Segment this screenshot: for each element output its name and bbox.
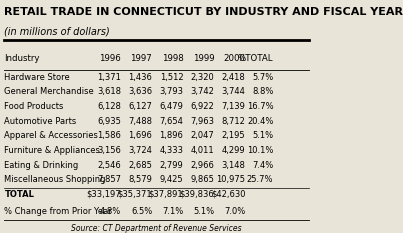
Text: Eating & Drinking: Eating & Drinking <box>4 161 79 170</box>
Text: Source: CT Department of Revenue Services: Source: CT Department of Revenue Service… <box>71 224 242 233</box>
Text: 8,579: 8,579 <box>129 175 152 184</box>
Text: 1,371: 1,371 <box>98 73 121 82</box>
Text: 7.4%: 7.4% <box>252 161 273 170</box>
Text: 2,966: 2,966 <box>191 161 214 170</box>
Text: 3,636: 3,636 <box>128 87 152 96</box>
Text: 7.0%: 7.0% <box>224 207 245 216</box>
Text: Hardware Store: Hardware Store <box>4 73 70 82</box>
Text: 6.5%: 6.5% <box>131 207 152 216</box>
Text: 3,793: 3,793 <box>159 87 183 96</box>
Text: 7,963: 7,963 <box>190 117 214 126</box>
Text: 25.7%: 25.7% <box>247 175 273 184</box>
Text: 8.8%: 8.8% <box>252 87 273 96</box>
Text: General Merchandise: General Merchandise <box>4 87 94 96</box>
Text: 7,488: 7,488 <box>128 117 152 126</box>
Text: Apparel & Accessories: Apparel & Accessories <box>4 131 98 140</box>
Text: 16.7%: 16.7% <box>247 102 273 111</box>
Text: $39,836: $39,836 <box>180 190 214 199</box>
Text: 3,148: 3,148 <box>222 161 245 170</box>
Text: TOTAL: TOTAL <box>4 190 34 199</box>
Text: 9,425: 9,425 <box>160 175 183 184</box>
Text: $35,371: $35,371 <box>118 190 152 199</box>
Text: 9,865: 9,865 <box>191 175 214 184</box>
Text: 6,479: 6,479 <box>160 102 183 111</box>
Text: 20.4%: 20.4% <box>247 117 273 126</box>
Text: 1,896: 1,896 <box>160 131 183 140</box>
Text: $42,630: $42,630 <box>211 190 245 199</box>
Text: % Change from Prior Year: % Change from Prior Year <box>4 207 112 216</box>
Text: 3,156: 3,156 <box>98 146 121 155</box>
Text: 6,127: 6,127 <box>129 102 152 111</box>
Text: 2,685: 2,685 <box>129 161 152 170</box>
Text: 1,696: 1,696 <box>129 131 152 140</box>
Text: 1,512: 1,512 <box>160 73 183 82</box>
Text: 1999: 1999 <box>193 54 214 63</box>
Text: 3,724: 3,724 <box>129 146 152 155</box>
Text: 3,618: 3,618 <box>97 87 121 96</box>
Text: 1996: 1996 <box>100 54 121 63</box>
Text: 7,654: 7,654 <box>160 117 183 126</box>
Text: 2,546: 2,546 <box>98 161 121 170</box>
Text: 4.8%: 4.8% <box>100 207 121 216</box>
Text: 8,712: 8,712 <box>222 117 245 126</box>
Text: 4,299: 4,299 <box>222 146 245 155</box>
Text: 2,418: 2,418 <box>222 73 245 82</box>
Text: $37,891: $37,891 <box>149 190 183 199</box>
Text: 2,047: 2,047 <box>191 131 214 140</box>
Text: 3,742: 3,742 <box>191 87 214 96</box>
Text: 4,011: 4,011 <box>191 146 214 155</box>
Text: 7,139: 7,139 <box>222 102 245 111</box>
Text: 1998: 1998 <box>162 54 183 63</box>
Text: 1,436: 1,436 <box>129 73 152 82</box>
Text: 6,935: 6,935 <box>98 117 121 126</box>
Text: 6,922: 6,922 <box>191 102 214 111</box>
Text: 5.7%: 5.7% <box>252 73 273 82</box>
Text: 5.1%: 5.1% <box>193 207 214 216</box>
Text: 10,975: 10,975 <box>216 175 245 184</box>
Text: 7,857: 7,857 <box>97 175 121 184</box>
Text: (in millions of dollars): (in millions of dollars) <box>4 26 110 36</box>
Text: 6,128: 6,128 <box>98 102 121 111</box>
Text: 2,320: 2,320 <box>191 73 214 82</box>
Text: 1,586: 1,586 <box>98 131 121 140</box>
Text: 1997: 1997 <box>131 54 152 63</box>
Text: Automotive Parts: Automotive Parts <box>4 117 77 126</box>
Text: 2000: 2000 <box>223 54 245 63</box>
Text: Miscellaneous Shopping: Miscellaneous Shopping <box>4 175 106 184</box>
Text: Industry: Industry <box>4 54 40 63</box>
Text: 10.1%: 10.1% <box>247 146 273 155</box>
Text: Furniture & Appliances: Furniture & Appliances <box>4 146 100 155</box>
Text: 5.1%: 5.1% <box>252 131 273 140</box>
Text: %TOTAL: %TOTAL <box>238 54 273 63</box>
Text: 2,195: 2,195 <box>222 131 245 140</box>
Text: 2,799: 2,799 <box>160 161 183 170</box>
Text: 7.1%: 7.1% <box>162 207 183 216</box>
Text: Food Products: Food Products <box>4 102 64 111</box>
Text: $33,197: $33,197 <box>87 190 121 199</box>
Text: RETAIL TRADE IN CONNECTICUT BY INDUSTRY AND FISCAL YEAR: RETAIL TRADE IN CONNECTICUT BY INDUSTRY … <box>4 7 403 17</box>
Text: 3,744: 3,744 <box>222 87 245 96</box>
Text: 4,333: 4,333 <box>159 146 183 155</box>
